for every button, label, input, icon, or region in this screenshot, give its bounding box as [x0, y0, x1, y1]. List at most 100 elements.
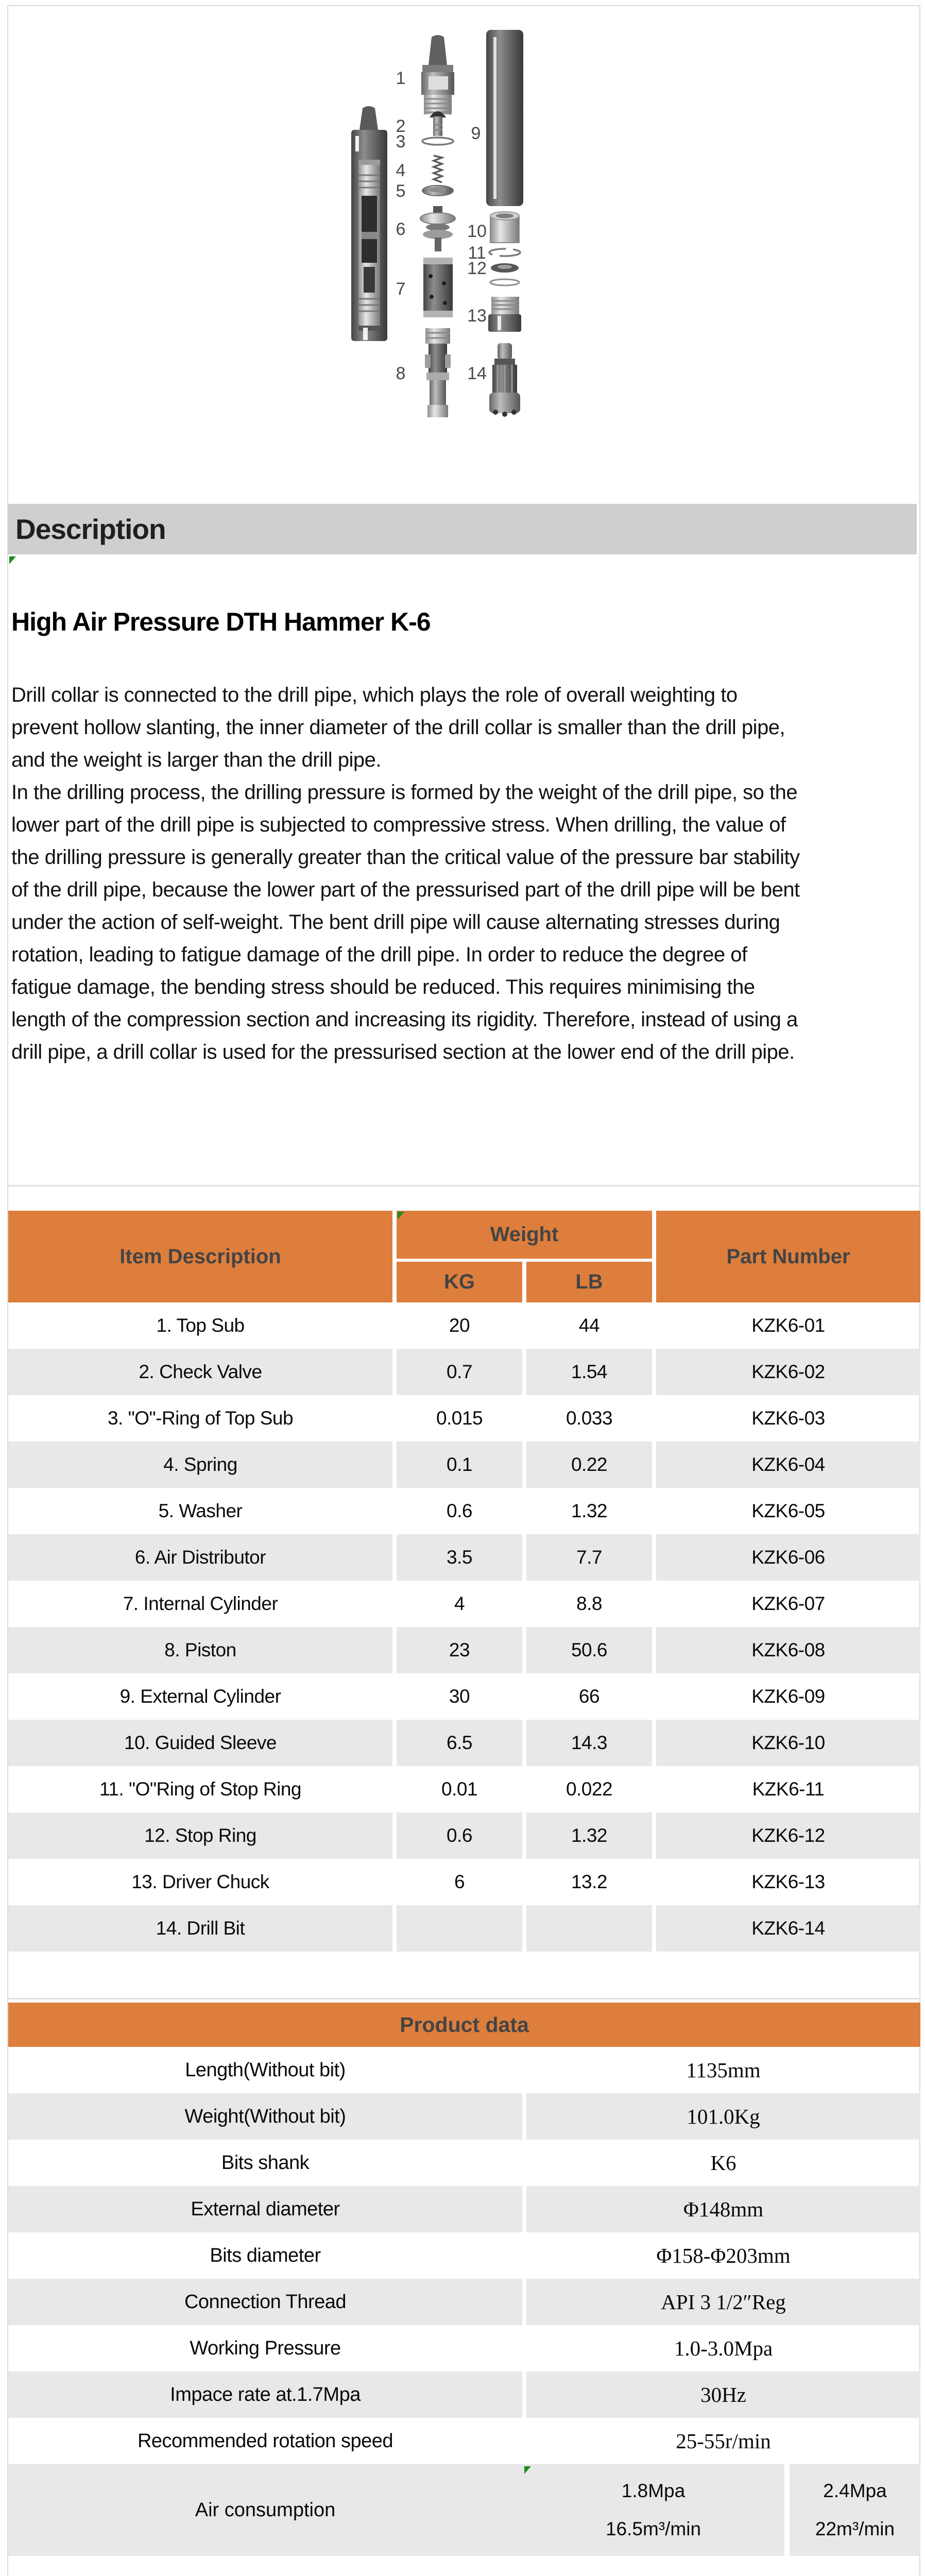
part-2-check-valve-illustration [430, 111, 446, 136]
parts-table: Item Description Weight KG LB Part Numbe… [8, 1211, 920, 1952]
table-row: 13. Driver Chuck 6 13.2 KZK6-13 [8, 1859, 920, 1905]
header-part-number: Part Number [656, 1211, 920, 1302]
cell-lb: 13.2 [571, 1871, 608, 1892]
parts-table-body: 1. Top Sub 20 44 KZK6-01 2. Check Valve 0.7 1… [8, 1302, 920, 1952]
cell-lb: 44 [578, 1315, 600, 1336]
cell-lb: 8.8 [576, 1593, 602, 1614]
table-row: 8. Piston 23 50.6 KZK6-08 [8, 1627, 920, 1673]
part-6-air-distributor-illustration [420, 206, 456, 251]
part-label-11: 11 [468, 243, 486, 263]
table-row: 5. Washer 0.6 1.32 KZK6-05 [8, 1488, 920, 1534]
cell-kg: 20 [449, 1315, 470, 1336]
spec-label: External diameter [8, 2186, 522, 2232]
part-8-piston-illustration [425, 328, 451, 417]
cell-desc: 6. Air Distributor [8, 1534, 392, 1581]
spec-value: 1135mm [686, 2058, 761, 2082]
part-10-guided-sleeve-illustration [490, 211, 520, 243]
cell-part: KZK6-11 [752, 1778, 825, 1800]
cell-kg: 23 [397, 1627, 522, 1673]
green-flag-icon [524, 2466, 531, 2474]
table-row: 4. Spring 0.1 0.22 KZK6-04 [8, 1442, 920, 1488]
cell-lb: 0.022 [566, 1778, 613, 1800]
table-row: 14. Drill Bit KZK6-14 [8, 1905, 920, 1952]
table-row: 12. Stop Ring 0.6 1.32 KZK6-12 [8, 1812, 920, 1859]
air-flow-1: 16.5m³/min [605, 2518, 701, 2539]
cell-kg: 0.6 [397, 1812, 522, 1859]
product-data-table: Product data Length(Without bit) 1135mm W… [8, 2003, 920, 2556]
spec-value: API 3 1/2″Reg [526, 2279, 920, 2325]
cell-part: KZK6-13 [751, 1871, 825, 1892]
cell-lb: 0.033 [566, 1408, 613, 1429]
spec-value: 1.0-3.0Mpa [674, 2336, 773, 2360]
cell-desc: 1. Top Sub [156, 1315, 245, 1336]
green-flag-icon [9, 556, 16, 564]
part-label-9: 9 [471, 124, 481, 143]
cell-kg: 0.1 [397, 1442, 522, 1488]
part-13-driver-chuck-illustration [488, 297, 521, 332]
cell-desc: 4. Spring [8, 1442, 392, 1488]
part-1-top-sub-illustration [421, 35, 454, 114]
part-label-7: 7 [396, 279, 406, 299]
spec-value: Φ148mm [526, 2186, 920, 2232]
spec-value: Φ158-Φ203mm [656, 2244, 791, 2267]
cell-part: KZK6-08 [656, 1627, 920, 1673]
table-row: Length(Without bit) 1135mm [8, 2047, 920, 2093]
spec-label: Air consumption [195, 2499, 336, 2521]
spec-label: Working Pressure [190, 2337, 341, 2359]
description-section-label: Description [15, 513, 166, 545]
cell-lb: 14.3 [526, 1720, 652, 1766]
part-label-6: 6 [396, 219, 406, 239]
cell-kg: 30 [449, 1686, 470, 1707]
cell-lb: 1.54 [526, 1349, 652, 1395]
cell-part: KZK6-01 [751, 1315, 825, 1336]
spec-label: Bits diameter [210, 2244, 321, 2266]
cell-part: KZK6-09 [751, 1686, 825, 1707]
table-row: 2. Check Valve 0.7 1.54 KZK6-02 [8, 1349, 920, 1395]
air-consumption-zone: Air consumption 1.8Mpa 16.5m³/min [8, 2464, 784, 2556]
cell-kg: 0.015 [436, 1408, 483, 1429]
part-3-o-ring-illustration [421, 137, 454, 146]
table-row: 1. Top Sub 20 44 KZK6-01 [8, 1302, 920, 1349]
cell-lb [526, 1905, 652, 1952]
part-12-stop-ring-illustration [491, 263, 519, 273]
cell-kg: 3.5 [397, 1534, 522, 1581]
spec-label: Weight(Without bit) [8, 2093, 522, 2140]
cell-kg: 6 [454, 1871, 465, 1892]
cell-desc: 2. Check Valve [8, 1349, 392, 1395]
cell-part: KZK6-10 [656, 1720, 920, 1766]
spec-value: 101.0Kg [526, 2093, 920, 2140]
table-row: 3. "O"-Ring of Top Sub 0.015 0.033 KZK6-03 [8, 1395, 920, 1442]
exploded-parts-diagram: 1 2 3 4 5 6 7 8 9 10 11 12 13 14 [351, 30, 523, 417]
spec-label: Recommended rotation speed [137, 2430, 393, 2452]
spec-label: Impace rate at.1.7Mpa [8, 2371, 522, 2418]
air-values-col2: 2.4Mpa 22m³/min [790, 2464, 920, 2556]
part-label-13: 13 [467, 306, 487, 326]
table-row: Recommended rotation speed 25-55r/min [8, 2418, 920, 2464]
cell-part: KZK6-12 [656, 1812, 920, 1859]
cell-lb: 50.6 [526, 1627, 652, 1673]
cell-desc: 5. Washer [158, 1500, 243, 1521]
cell-desc: 12. Stop Ring [8, 1812, 392, 1859]
cell-desc: 10. Guided Sleeve [8, 1720, 392, 1766]
description-paragraphs: Drill collar is connected to the drill p… [11, 679, 807, 1069]
table-row: 6. Air Distributor 3.5 7.7 KZK6-06 [8, 1534, 920, 1581]
cell-lb: 0.22 [526, 1442, 652, 1488]
divider-line [8, 1998, 920, 1999]
description-paragraph-2: In the drilling process, the drilling pr… [11, 781, 800, 1063]
table-row: 7. Internal Cylinder 4 8.8 KZK6-07 [8, 1581, 920, 1627]
spec-label: Length(Without bit) [185, 2059, 346, 2081]
product-title: High Air Pressure DTH Hammer K-6 [11, 607, 431, 636]
table-row: 11. "O"Ring of Stop Ring 0.01 0.022 KZK6-11 [8, 1766, 920, 1812]
part-label-12: 12 [467, 259, 487, 278]
cell-desc: 8. Piston [8, 1627, 392, 1673]
cell-desc: 11. "O"Ring of Stop Ring [99, 1778, 302, 1800]
cell-kg: 0.01 [441, 1778, 478, 1800]
table-row: Bits shank K6 [8, 2140, 920, 2186]
table-row: Connection Thread API 3 1/2″Reg [8, 2279, 920, 2325]
part-11-o-ring-illustration [488, 248, 521, 257]
air-flow-2: 22m³/min [815, 2518, 895, 2539]
table-row: 9. External Cylinder 30 66 KZK6-09 [8, 1673, 920, 1720]
product-data-body: Length(Without bit) 1135mm Weight(Without… [8, 2047, 920, 2556]
spec-value: 25-55r/min [676, 2429, 771, 2453]
